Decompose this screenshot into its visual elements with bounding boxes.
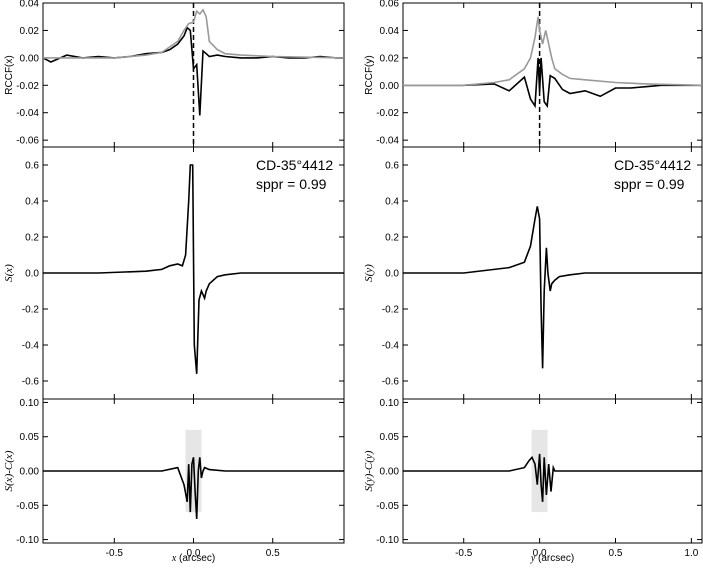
panel-top-left: 0.04 0.02 0.00 -0.02 -0.04 -0.06 RCCF(x) — [4, 0, 345, 148]
series-line — [43, 164, 344, 374]
annotation-text: CD-35°4412 — [256, 157, 333, 173]
y-axis-label: RCCF(x) — [4, 55, 15, 94]
y-tick-label: 0.6 — [385, 161, 399, 172]
y-tick-label: -0.04 — [376, 136, 399, 147]
y-tick-label: -0.2 — [382, 305, 400, 316]
panel-bottom-left: 0.10 0.05 0.00 -0.05 -0.10 -0.5 0.0 0.5 S(x)-C(x… — [3, 398, 345, 564]
x-tick-label: -0.5 — [455, 548, 473, 559]
y-tick-label: 0.00 — [20, 467, 40, 478]
y-tick-label: 0.06 — [380, 0, 400, 10]
y-tick-label: 0.02 — [380, 53, 400, 64]
y-axis-label: S(x) — [3, 264, 15, 282]
y-tick-label: 0.6 — [25, 161, 39, 172]
x-tick-label: 1.0 — [684, 548, 698, 559]
y-tick-label: 0.0 — [25, 269, 39, 280]
x-axis-label: x (arcsec) — [171, 553, 215, 564]
annotation-text: sppr = 0.99 — [614, 176, 685, 192]
y-tick-label: 0.2 — [25, 233, 39, 244]
y-tick-label: -0.05 — [16, 501, 39, 512]
y-tick-label: 0.04 — [20, 0, 40, 10]
x-tick-label: 0.0 — [533, 548, 547, 559]
y-tick-label: 0.05 — [380, 432, 400, 443]
panel-frame — [402, 2, 703, 148]
y-tick-label: 0.4 — [25, 197, 39, 208]
y-tick-label: -0.02 — [16, 81, 39, 92]
panel-mid-right: 0.6 0.4 0.2 0.0 -0.2 -0.4 -0.6 S(y) CD-35°4412 sp… — [363, 146, 703, 400]
y-tick-label: -0.6 — [22, 377, 40, 388]
y-tick-label: 0.02 — [20, 26, 40, 37]
y-tick-label: -0.02 — [376, 108, 399, 119]
y-axis-label: S(y)-C(y) — [363, 450, 375, 491]
y-tick-label: -0.06 — [16, 136, 39, 147]
y-tick-label: 0.10 — [20, 398, 40, 409]
panel-mid-left: 0.6 0.4 0.2 0.0 -0.2 -0.4 -0.6 S(x) CD-35°4412 sp… — [3, 146, 345, 400]
series-line — [403, 453, 702, 502]
y-tick-label: 0.2 — [385, 233, 399, 244]
y-tick-label: 0.00 — [20, 53, 40, 64]
y-tick-label: 0.00 — [380, 81, 400, 92]
panel-bottom-right: 0.10 0.05 0.00 -0.05 -0.10 -0.5 0.0 0.5 1.0 S(y)-… — [363, 398, 703, 564]
y-axis-label: RCCF(y) — [364, 55, 375, 94]
x-tick-label: -0.5 — [106, 548, 124, 559]
y-tick-label: -0.10 — [376, 535, 399, 546]
series-line — [403, 206, 702, 369]
series-line — [43, 8, 345, 59]
x-tick-label: 0.5 — [266, 548, 280, 559]
y-tick-label: 0.0 — [385, 269, 399, 280]
y-tick-label: -0.10 — [16, 535, 39, 546]
series-line — [43, 457, 344, 520]
y-tick-label: -0.05 — [376, 501, 399, 512]
y-tick-label: 0.10 — [380, 398, 400, 409]
y-tick-label: 0.05 — [20, 432, 40, 443]
x-tick-label: 0.5 — [609, 548, 623, 559]
y-tick-label: 0.4 — [385, 197, 399, 208]
y-tick-label: -0.4 — [22, 341, 40, 352]
annotation-text: sppr = 0.99 — [256, 176, 327, 192]
y-tick-label: 0.04 — [380, 26, 400, 37]
series-line — [403, 16, 703, 87]
y-axis-label: S(x)-C(x) — [3, 450, 15, 491]
annotation-text: CD-35°4412 — [614, 157, 691, 173]
x-tick-label: 0.0 — [187, 548, 201, 559]
y-tick-label: -0.04 — [16, 108, 39, 119]
panel-top-right: 0.06 0.04 0.02 0.00 -0.02 -0.04 RCCF(y) — [364, 0, 703, 148]
y-tick-label: -0.2 — [22, 305, 40, 316]
y-axis-label: S(y) — [363, 264, 375, 282]
y-tick-label: -0.6 — [382, 377, 400, 388]
y-tick-label: 0.00 — [380, 467, 400, 478]
series-line — [403, 57, 702, 109]
x-axis-label: y (arcsec) — [530, 553, 574, 564]
y-tick-label: -0.4 — [382, 341, 400, 352]
